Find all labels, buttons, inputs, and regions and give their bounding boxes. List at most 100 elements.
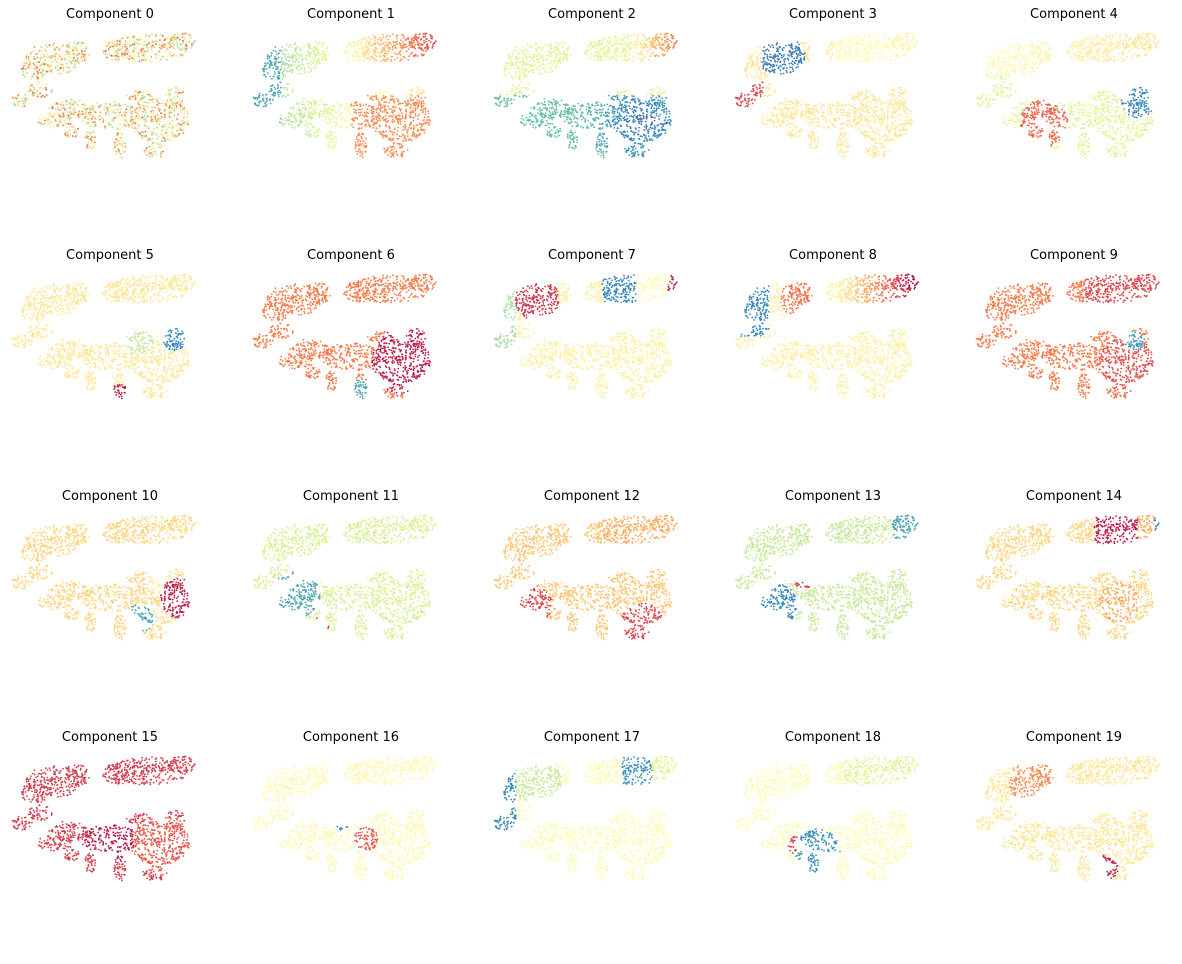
scatter-point [368, 125, 371, 128]
scatter-point [143, 44, 146, 47]
scatter-point [590, 124, 592, 126]
scatter-point [390, 58, 393, 61]
scatter-point [591, 104, 594, 107]
scatter-point [107, 122, 110, 124]
scatter-point [354, 55, 357, 58]
scatter-point [294, 49, 297, 51]
scatter-point [562, 103, 565, 106]
scatter-point [155, 120, 158, 122]
scatter-point [310, 111, 313, 113]
scatter-point [623, 42, 626, 44]
scatter-point [329, 54, 331, 56]
scatter-point [410, 44, 413, 46]
scatter-point [596, 56, 599, 59]
scatter-point [549, 52, 552, 55]
scatter-point [149, 156, 151, 158]
scatter-point [303, 44, 305, 47]
scatter-point [131, 105, 134, 108]
scatter-point [72, 59, 74, 62]
component-scatter [252, 32, 437, 159]
scatter-point [57, 111, 60, 114]
scatter-point [27, 55, 30, 58]
scatter-point [380, 51, 382, 54]
scatter-point [155, 137, 158, 140]
scatter-point [418, 105, 420, 107]
scatter-point [561, 46, 564, 48]
scatter-point [612, 55, 615, 58]
scatter-point [384, 118, 387, 121]
scatter-point [119, 127, 122, 130]
scatter-point [297, 103, 300, 105]
scatter-point [552, 98, 555, 101]
scatter-point [585, 50, 587, 53]
scatter-point [596, 112, 599, 115]
scatter-point [417, 41, 419, 44]
scatter-point [511, 54, 514, 57]
scatter-point [24, 68, 27, 70]
scatter-point [284, 95, 287, 98]
scatter-point [622, 59, 625, 62]
scatter-point [532, 90, 535, 92]
scatter-point [35, 53, 37, 56]
scatter-point [91, 137, 94, 140]
scatter-point [362, 140, 364, 143]
scatter-point [143, 108, 145, 110]
scatter-point [416, 135, 419, 138]
scatter-point [390, 93, 392, 96]
scatter-point [375, 122, 378, 125]
scatter-point [132, 117, 134, 120]
scatter-point [130, 55, 133, 58]
scatter-point [525, 57, 528, 60]
scatter-point [296, 58, 299, 61]
scatter-point [661, 53, 664, 56]
scatter-point [522, 96, 525, 98]
scatter-point [305, 122, 308, 124]
scatter-point [146, 154, 149, 157]
scatter-point [556, 53, 559, 55]
scatter-point [163, 104, 166, 107]
scatter-point [167, 89, 170, 92]
scatter-point [322, 49, 324, 52]
scatter-point [366, 46, 368, 48]
scatter-point [551, 105, 554, 108]
scatter-point [60, 113, 62, 116]
scatter-point [545, 106, 547, 109]
scatter-point [171, 98, 174, 101]
scatter-point [94, 123, 97, 126]
scatter-point [43, 95, 46, 98]
scatter-point [349, 41, 352, 44]
scatter-point [579, 108, 581, 111]
scatter-point [132, 42, 135, 45]
scatter-point [649, 44, 652, 47]
scatter-point [74, 60, 77, 62]
scatter-point [168, 111, 171, 114]
scatter-point [405, 94, 408, 96]
scatter-point [519, 74, 521, 77]
scatter-point [293, 64, 296, 67]
scatter-point [383, 47, 386, 50]
scatter-point [517, 91, 520, 94]
scatter-point [522, 72, 525, 75]
scatter-point [658, 115, 660, 117]
scatter-point [174, 33, 176, 36]
scatter-point [188, 120, 191, 122]
scatter-point [163, 39, 166, 42]
scatter-point [415, 33, 417, 36]
scatter-point [381, 43, 383, 45]
scatter-point [155, 56, 158, 59]
scatter-point [300, 55, 303, 58]
scatter-point [412, 39, 415, 42]
scatter-point [411, 135, 413, 137]
scatter-point [569, 112, 572, 115]
scatter-point [31, 84, 33, 86]
scatter-point [596, 44, 599, 47]
scatter-point [627, 34, 630, 36]
scatter-point [384, 114, 387, 117]
scatter-point [397, 126, 400, 129]
scatter-point [376, 115, 379, 118]
scatter-point [60, 103, 62, 106]
scatter-point [155, 43, 158, 46]
scatter-point [156, 52, 159, 55]
scatter-point [158, 146, 160, 149]
scatter-point [523, 70, 526, 73]
